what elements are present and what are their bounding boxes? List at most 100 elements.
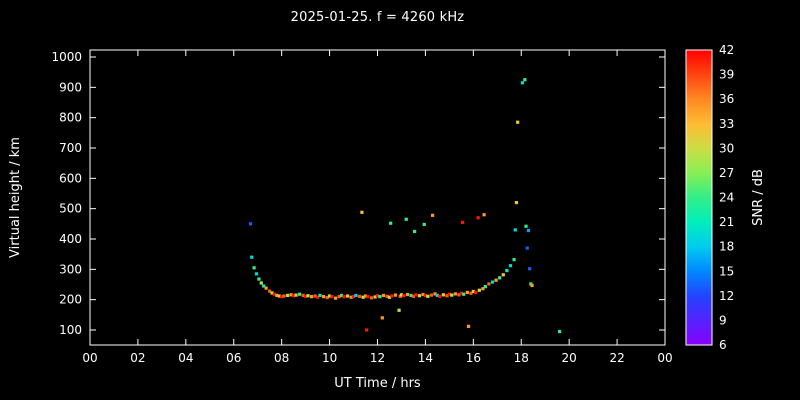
svg-text:30: 30 (719, 141, 734, 155)
colorbar-label: SNR / dB (751, 169, 766, 226)
data-point (369, 296, 374, 300)
data-point (337, 295, 341, 299)
svg-text:100: 100 (59, 323, 82, 337)
plot-frame (89, 49, 666, 346)
svg-text:900: 900 (59, 80, 82, 94)
svg-text:39: 39 (719, 68, 734, 82)
colorbar: 6 9 12 15 18 21 24 27 30 33 36 39 42 SNR / dB (685, 43, 766, 352)
data-point (252, 266, 256, 270)
data-point (289, 293, 293, 297)
data-point (490, 280, 495, 284)
data-point (501, 273, 505, 277)
data-point (310, 295, 314, 299)
svg-text:20: 20 (562, 351, 577, 365)
svg-text:36: 36 (719, 92, 734, 106)
data-point (402, 294, 406, 298)
data-point (393, 293, 398, 297)
data-point (327, 294, 332, 298)
svg-text:21: 21 (719, 215, 734, 229)
data-point (414, 293, 418, 297)
svg-text:04: 04 (178, 351, 193, 365)
svg-text:24: 24 (719, 191, 734, 205)
data-point (361, 295, 365, 299)
data-point (330, 295, 334, 299)
data-point (280, 295, 284, 299)
data-point (498, 276, 502, 280)
data-point (316, 295, 320, 299)
svg-text:700: 700 (59, 141, 82, 155)
data-point (460, 220, 465, 224)
data-point (277, 294, 281, 298)
data-point (378, 295, 382, 299)
data-point (494, 278, 498, 282)
y-axis-label: Virtual height / km (8, 137, 23, 258)
x-axis: 00 02 04 06 08 10 12 14 16 18 20 22 00 (82, 50, 673, 365)
data-point (530, 283, 534, 288)
data-point (487, 282, 491, 286)
data-point (457, 293, 461, 297)
data-point (528, 267, 532, 271)
data-point (306, 294, 310, 298)
svg-text:08: 08 (274, 351, 289, 365)
data-point (389, 221, 393, 225)
y-axis: 100 200 300 400 500 600 700 800 900 1000 (51, 50, 665, 337)
svg-text:500: 500 (59, 202, 82, 216)
data-point (270, 291, 274, 295)
data-point (523, 78, 527, 82)
data-point (250, 255, 254, 259)
data-point (399, 293, 404, 297)
data-point (466, 324, 471, 328)
data-point (462, 292, 466, 296)
data-point (512, 258, 516, 262)
x-axis-label: UT Time / hrs (334, 376, 421, 391)
colorbar-gradient (685, 49, 713, 346)
data-point (405, 292, 410, 297)
svg-text:400: 400 (59, 232, 82, 246)
data-point (259, 281, 263, 285)
data-point (294, 293, 298, 297)
data-point (514, 201, 519, 205)
data-point (351, 295, 356, 299)
svg-text:16: 16 (466, 351, 481, 365)
svg-text:14: 14 (418, 351, 433, 365)
data-point (433, 292, 437, 296)
data-point (409, 293, 413, 298)
data-point (411, 294, 416, 298)
data-point (483, 285, 487, 289)
svg-text:33: 33 (719, 117, 734, 131)
data-point (304, 294, 308, 298)
data-point (516, 120, 520, 124)
data-point (417, 294, 422, 298)
data-point (298, 292, 302, 296)
data-point (476, 216, 480, 220)
data-point (447, 292, 451, 296)
svg-text:12: 12 (719, 289, 734, 303)
svg-text:22: 22 (609, 351, 624, 365)
data-point (313, 294, 317, 298)
data-point (333, 296, 338, 300)
data-point (557, 329, 562, 334)
data-point (469, 291, 473, 295)
data-point (365, 328, 369, 332)
data-point (257, 277, 261, 281)
data-point (435, 293, 439, 298)
data-point (431, 213, 435, 217)
data-point (441, 293, 445, 297)
data-point (321, 295, 326, 299)
data-point (526, 228, 531, 233)
data-point (474, 290, 478, 294)
svg-text:1000: 1000 (51, 50, 82, 64)
data-point (505, 268, 509, 273)
data-point (438, 294, 442, 298)
svg-text:12: 12 (370, 351, 385, 365)
data-point (264, 286, 268, 290)
data-point (481, 287, 485, 291)
data-point (248, 222, 253, 226)
svg-text:27: 27 (719, 166, 734, 180)
data-point (459, 291, 463, 295)
data-point (422, 222, 426, 227)
data-point (325, 295, 329, 300)
svg-text:9: 9 (719, 313, 727, 327)
data-point (282, 294, 286, 298)
data-point (301, 293, 305, 298)
